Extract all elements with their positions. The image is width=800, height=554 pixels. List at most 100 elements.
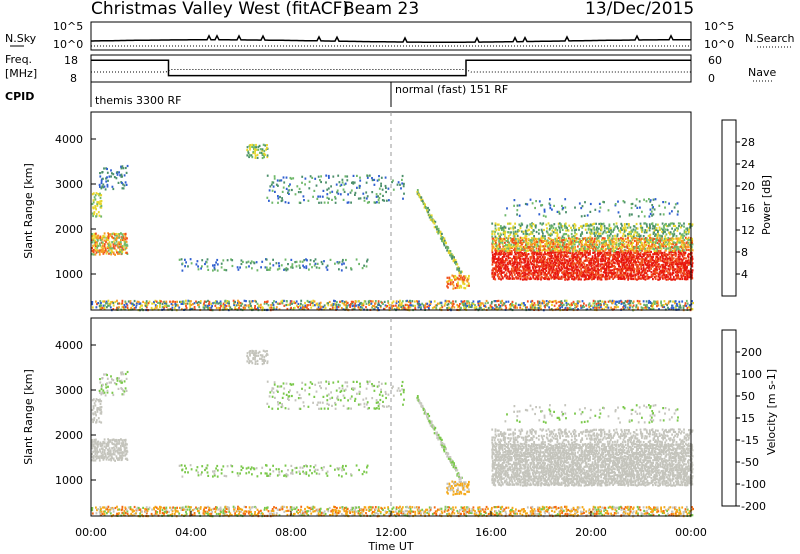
power-cell: [497, 253, 500, 256]
power-cell: [116, 237, 118, 240]
power-cell: [518, 214, 521, 217]
power-cell: [92, 244, 94, 247]
power-cell: [479, 301, 481, 305]
power-cell: [595, 269, 597, 272]
power-cell: [392, 300, 395, 303]
power-cell: [546, 260, 549, 263]
power-cell: [332, 175, 335, 178]
power-cell: [661, 304, 663, 307]
power-cell: [495, 243, 498, 246]
power-cell: [628, 224, 630, 227]
power-cell: [602, 242, 605, 245]
power-cell: [122, 183, 124, 186]
power-cell: [589, 243, 592, 246]
power-cell: [445, 246, 447, 249]
power-cell: [636, 242, 638, 245]
power-cell: [505, 264, 508, 267]
power-cell: [588, 225, 591, 228]
power-cell: [100, 202, 102, 205]
power-cell: [492, 255, 494, 258]
power-cell: [558, 277, 560, 280]
power-cell: [282, 186, 285, 189]
power-cell: [619, 231, 622, 234]
power-cell: [575, 277, 578, 280]
power-cell: [214, 304, 217, 307]
power-cell: [545, 239, 548, 242]
power-cell: [237, 303, 240, 306]
power-cell: [100, 187, 103, 190]
power-cell: [450, 301, 452, 304]
power-cell: [664, 228, 666, 231]
power-cell: [504, 252, 507, 256]
power-cell: [528, 228, 530, 231]
power-cell: [558, 239, 561, 242]
power-cell: [629, 257, 632, 260]
power-cell: [619, 268, 622, 271]
power-cell: [659, 257, 662, 260]
power-cell: [646, 254, 649, 257]
power-cell: [365, 191, 368, 194]
power-cell: [682, 236, 684, 239]
power-cell: [492, 230, 495, 233]
power-cell: [190, 308, 192, 311]
power-cell: [524, 261, 526, 264]
power-cell: [522, 253, 525, 257]
power-cell: [542, 267, 545, 270]
power-cell: [669, 248, 672, 251]
power-cell: [277, 184, 279, 187]
power-cell: [118, 241, 120, 244]
power-cell: [550, 253, 553, 256]
power-cell: [630, 255, 632, 259]
power-cell: [638, 269, 641, 272]
power-cell: [550, 277, 553, 280]
power-cell: [453, 306, 456, 309]
power-cell: [578, 270, 581, 273]
power-cell: [511, 269, 513, 272]
power-cell: [468, 284, 470, 287]
power-cell: [596, 304, 598, 307]
power-cell: [566, 259, 569, 262]
power-cell: [683, 249, 685, 252]
power-cell: [602, 245, 605, 248]
power-cell: [247, 260, 250, 263]
power-cell: [539, 243, 542, 246]
power-cell: [463, 302, 466, 305]
power-cell: [672, 300, 674, 303]
power-cell: [641, 274, 644, 277]
power-cell: [455, 276, 458, 279]
power-cell: [491, 275, 494, 278]
power-cell: [600, 241, 603, 245]
power-cell: [547, 246, 550, 249]
power-cell: [516, 266, 518, 269]
power-cell: [611, 235, 614, 238]
power-cell: [536, 252, 539, 256]
power-cell: [626, 267, 629, 270]
power-cell: [159, 306, 161, 309]
power-cell: [581, 306, 584, 309]
power-cell: [380, 300, 382, 303]
power-cell: [156, 305, 159, 308]
power-cell: [674, 268, 677, 271]
power-cell: [495, 251, 498, 254]
power-cell: [585, 304, 588, 307]
power-cell: [497, 259, 500, 262]
power-cell: [672, 250, 675, 253]
nave-tick-high: 60: [708, 54, 722, 67]
power-cell: [531, 306, 534, 309]
power-cell: [657, 273, 660, 276]
power-cell: [303, 199, 305, 202]
power-cell: [518, 269, 521, 272]
power-cell: [650, 245, 653, 248]
power-cell: [689, 249, 692, 252]
power-cell: [686, 306, 689, 310]
power-cell: [647, 255, 650, 258]
power-cell: [621, 265, 624, 268]
power-cell: [637, 215, 640, 218]
power-cell: [454, 286, 457, 290]
power-cell: [406, 299, 408, 302]
power-cell: [664, 302, 667, 305]
power-cell: [574, 271, 576, 274]
power-cell: [683, 239, 686, 242]
power-cell: [655, 227, 658, 230]
power-cell: [121, 187, 124, 190]
